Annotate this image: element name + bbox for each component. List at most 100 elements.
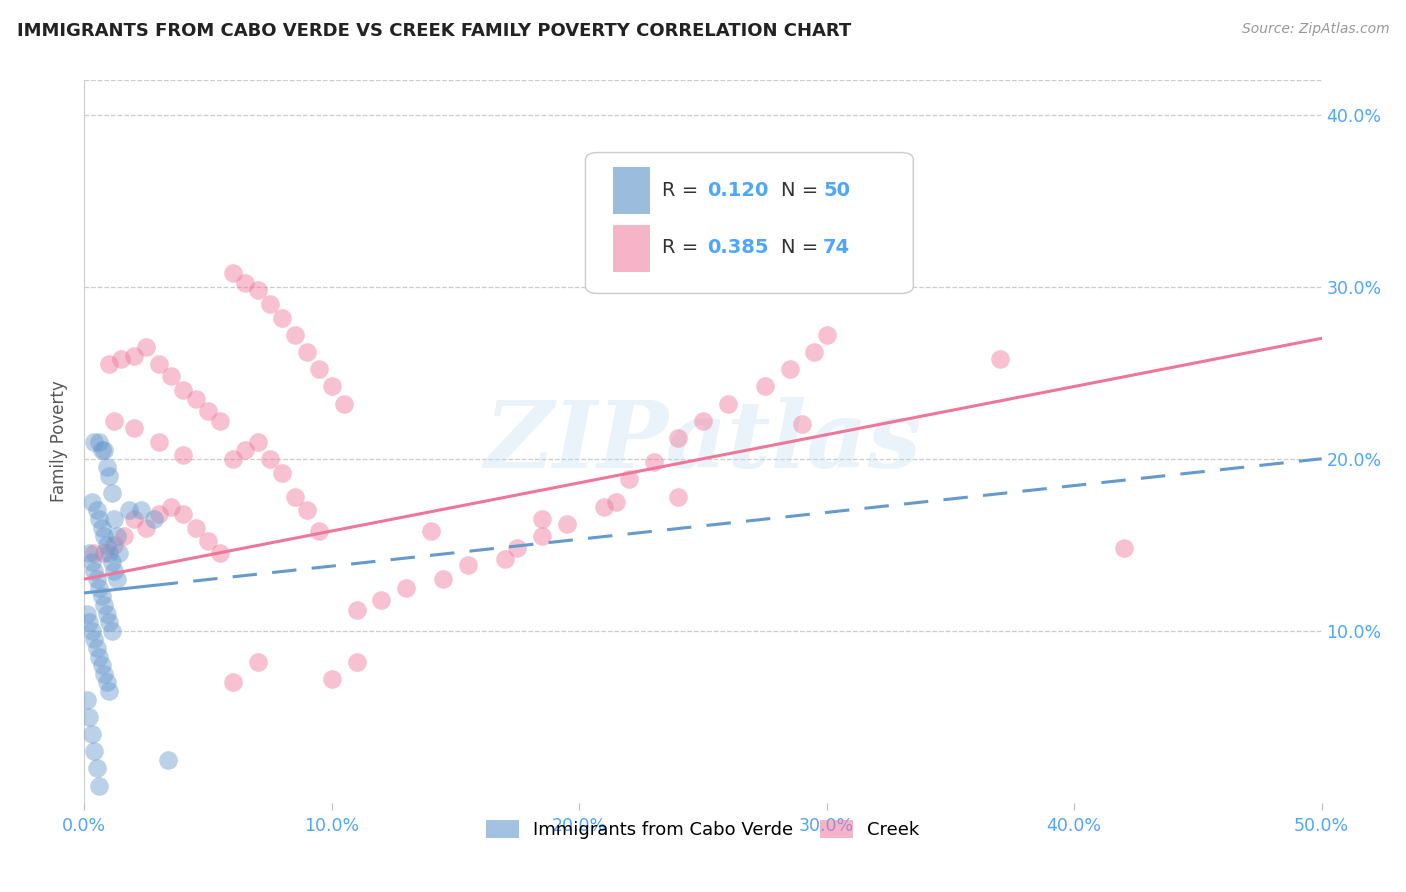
- Point: [295, 503, 318, 517]
- Point: [105, 529, 128, 543]
- Point: [333, 397, 356, 411]
- Point: [457, 558, 479, 573]
- Point: [86, 572, 108, 586]
- Point: [110, 351, 132, 366]
- Point: [246, 283, 269, 297]
- Point: [432, 572, 454, 586]
- Point: [209, 546, 232, 560]
- Point: [122, 421, 145, 435]
- Point: [346, 655, 368, 669]
- Point: [89, 649, 111, 664]
- Point: [79, 710, 101, 724]
- Point: [122, 349, 145, 363]
- Point: [93, 443, 115, 458]
- Point: [419, 524, 441, 538]
- Point: [103, 414, 125, 428]
- Point: [233, 277, 256, 291]
- Point: [160, 500, 183, 514]
- Point: [89, 779, 111, 793]
- Point: [98, 469, 121, 483]
- Point: [666, 490, 689, 504]
- Point: [129, 503, 152, 517]
- FancyBboxPatch shape: [613, 225, 650, 272]
- Point: [284, 327, 307, 342]
- Point: [148, 434, 170, 449]
- Point: [90, 520, 112, 534]
- Point: [259, 297, 281, 311]
- Point: [112, 529, 135, 543]
- Point: [754, 379, 776, 393]
- Point: [135, 340, 157, 354]
- Point: [494, 551, 516, 566]
- Point: [76, 692, 98, 706]
- Point: [593, 500, 616, 514]
- Point: [100, 555, 122, 569]
- Point: [209, 414, 232, 428]
- Point: [83, 744, 105, 758]
- Point: [118, 503, 141, 517]
- Point: [103, 512, 125, 526]
- Point: [395, 581, 418, 595]
- Point: [222, 675, 245, 690]
- Point: [96, 607, 118, 621]
- Point: [76, 607, 98, 621]
- Point: [160, 369, 183, 384]
- Text: R =: R =: [662, 238, 704, 258]
- Text: Source: ZipAtlas.com: Source: ZipAtlas.com: [1241, 22, 1389, 37]
- Point: [105, 572, 128, 586]
- Point: [86, 761, 108, 775]
- Point: [197, 534, 219, 549]
- Point: [172, 383, 194, 397]
- Point: [89, 581, 111, 595]
- Point: [370, 592, 392, 607]
- Point: [803, 345, 825, 359]
- Point: [295, 345, 318, 359]
- Point: [222, 451, 245, 466]
- Point: [284, 490, 307, 504]
- Point: [157, 753, 180, 767]
- Text: IMMIGRANTS FROM CABO VERDE VS CREEK FAMILY POVERTY CORRELATION CHART: IMMIGRANTS FROM CABO VERDE VS CREEK FAMI…: [17, 22, 851, 40]
- Point: [308, 524, 330, 538]
- Point: [103, 564, 125, 578]
- Point: [100, 486, 122, 500]
- Point: [531, 512, 554, 526]
- Point: [93, 529, 115, 543]
- Point: [148, 507, 170, 521]
- Point: [321, 379, 343, 393]
- Text: 74: 74: [823, 238, 851, 258]
- Point: [79, 615, 101, 630]
- Point: [103, 538, 125, 552]
- Point: [83, 564, 105, 578]
- Point: [80, 727, 103, 741]
- Point: [98, 357, 121, 371]
- Point: [271, 310, 294, 325]
- Point: [259, 451, 281, 466]
- Point: [93, 598, 115, 612]
- Point: [222, 266, 245, 280]
- Point: [142, 512, 165, 526]
- Point: [172, 507, 194, 521]
- Point: [80, 624, 103, 638]
- Point: [1112, 541, 1135, 556]
- Point: [122, 512, 145, 526]
- Point: [83, 632, 105, 647]
- Point: [346, 603, 368, 617]
- Point: [988, 351, 1011, 366]
- Point: [86, 640, 108, 655]
- Point: [308, 362, 330, 376]
- Point: [779, 362, 801, 376]
- Point: [96, 460, 118, 475]
- Point: [666, 431, 689, 445]
- Point: [555, 517, 578, 532]
- Point: [717, 397, 740, 411]
- Point: [98, 546, 121, 560]
- Point: [90, 590, 112, 604]
- Point: [86, 503, 108, 517]
- Point: [90, 443, 112, 458]
- Point: [184, 520, 207, 534]
- Point: [148, 357, 170, 371]
- Point: [89, 512, 111, 526]
- Point: [108, 546, 131, 560]
- FancyBboxPatch shape: [585, 153, 914, 293]
- Point: [246, 434, 269, 449]
